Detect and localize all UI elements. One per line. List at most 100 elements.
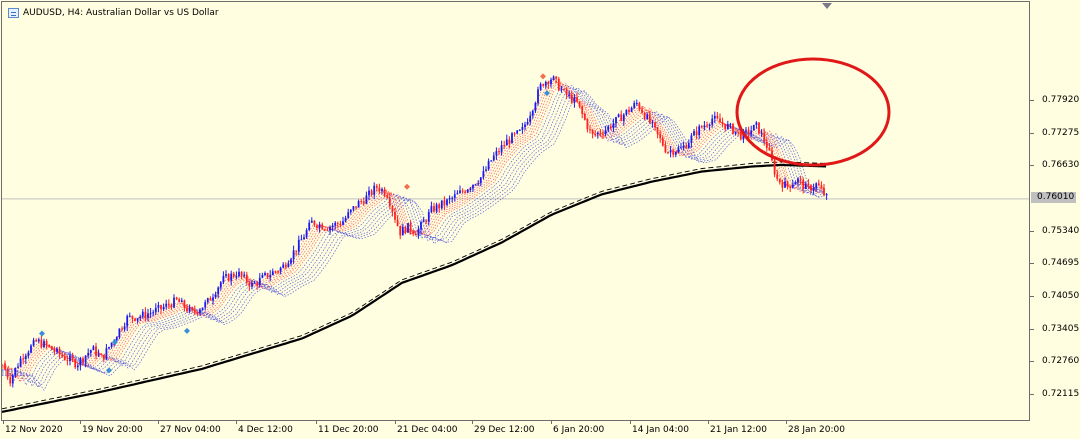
bull-candle <box>687 142 690 149</box>
bull-candle <box>401 226 404 236</box>
bull-candle <box>123 326 126 330</box>
bull-candle <box>568 94 571 96</box>
bull-candle <box>204 302 207 308</box>
bear-candle <box>240 271 243 276</box>
bear-candle <box>326 229 329 231</box>
bear-candle <box>321 224 324 230</box>
bull-candle <box>682 145 685 148</box>
bear-candle <box>661 138 664 146</box>
bull-candle <box>14 367 17 376</box>
bear-candle <box>4 363 6 370</box>
time-tick <box>630 421 631 424</box>
bull-candle <box>544 81 547 86</box>
bear-candle <box>620 114 623 121</box>
price-label: 0.74050 <box>1042 291 1080 302</box>
bull-candle <box>511 133 513 144</box>
bull-candle <box>630 107 633 112</box>
bear-candle <box>583 113 586 120</box>
bear-candle <box>685 145 688 149</box>
bull-candle <box>222 276 225 283</box>
bull-candle <box>365 195 368 204</box>
bear-candle <box>313 220 316 226</box>
price-label: 0.74695 <box>1042 258 1080 269</box>
time-tick <box>551 421 552 424</box>
bear-candle <box>396 219 399 226</box>
bull-candle <box>32 340 35 346</box>
bull-candle <box>521 126 524 130</box>
bull-candle <box>287 263 290 268</box>
bear-candle <box>399 225 402 236</box>
bull-candle <box>251 283 253 287</box>
bull-candle <box>459 190 461 194</box>
bull-candle <box>141 311 144 317</box>
bull-candle <box>539 84 542 90</box>
bear-candle <box>61 354 64 357</box>
bear-candle <box>191 307 194 311</box>
bull-candle <box>27 352 30 356</box>
bull-candle <box>110 342 113 347</box>
bull-candle <box>784 181 786 188</box>
bear-candle <box>425 220 428 222</box>
symbol-icon <box>8 8 19 18</box>
time-tick <box>80 421 81 424</box>
bull-candle <box>518 129 521 131</box>
bear-candle <box>719 118 721 123</box>
bull-candle <box>152 312 155 314</box>
time-label: 4 Dec 12:00 <box>238 425 293 435</box>
bear-candle <box>443 200 446 205</box>
bear-candle <box>232 273 235 277</box>
bull-candle <box>573 97 576 103</box>
bull-candle <box>37 339 40 342</box>
bull-candle <box>352 206 355 210</box>
bear-candle <box>776 174 779 179</box>
chart-plot-area[interactable]: AUDUSD, H4: Australian Dollar vs US Doll… <box>1 1 1030 421</box>
time-tick <box>708 421 709 424</box>
bear-candle <box>716 115 719 119</box>
time-label: 12 Nov 2020 <box>5 425 63 435</box>
bull-candle <box>407 223 409 233</box>
bear-candle <box>664 145 667 153</box>
time-axis[interactable]: 12 Nov 2020 19 Nov 20:00 27 Nov 04:00 4 Dec… <box>0 421 1030 439</box>
bull-candle <box>162 306 165 310</box>
bull-candle <box>734 131 737 134</box>
bear-candle <box>576 97 578 102</box>
time-tick <box>472 421 473 424</box>
bull-candle <box>334 222 337 226</box>
time-tick <box>316 421 317 424</box>
bull-candle <box>17 366 19 368</box>
bull-candle <box>165 303 168 307</box>
bear-candle <box>802 179 805 189</box>
bear-candle <box>503 145 506 147</box>
bear-candle <box>570 94 573 103</box>
bear-candle <box>360 201 363 203</box>
signal-marker <box>404 183 410 190</box>
bull-candle <box>456 193 459 195</box>
chart-shift-marker[interactable] <box>822 3 832 9</box>
bear-candle <box>131 315 134 319</box>
signal-marker <box>39 330 45 337</box>
bear-candle <box>186 307 188 312</box>
bull-candle <box>373 185 376 195</box>
bull-candle <box>680 147 682 149</box>
bear-candle <box>586 119 589 130</box>
bear-candle <box>378 187 381 192</box>
price-label: 0.75340 <box>1042 225 1080 236</box>
bull-candle <box>607 126 610 131</box>
price-axis[interactable]: 0.77920 0.77275 0.76630 0.75340 0.74695 0.740… <box>1030 0 1080 421</box>
bull-candle <box>495 151 498 156</box>
bull-candle <box>292 250 295 260</box>
bull-candle <box>526 121 529 125</box>
price-tick <box>1030 328 1034 330</box>
bull-candle <box>440 200 443 209</box>
fast-ma-line-1 <box>2 78 825 378</box>
bull-candle <box>469 188 472 190</box>
bear-candle <box>807 183 810 186</box>
bull-candle <box>108 346 110 349</box>
price-tick <box>1030 393 1034 395</box>
bear-candle <box>648 114 651 123</box>
bear-candle <box>763 132 766 142</box>
bear-candle <box>339 223 342 225</box>
slow-ma-line-4 <box>2 87 825 388</box>
time-tick <box>395 421 396 424</box>
